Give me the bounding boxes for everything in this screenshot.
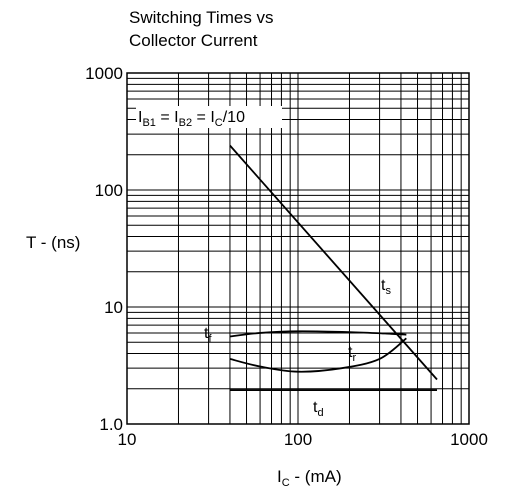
- data-curves: [229, 144, 438, 391]
- x-tick-label: 10: [118, 430, 137, 449]
- series-tf-line: [229, 330, 407, 338]
- y-tick-label: 1000: [85, 64, 123, 83]
- plot-frame: [126, 72, 470, 425]
- bias-condition-annotation: IB1 = IB2 = IC/10: [138, 109, 245, 129]
- y-tick-label: 100: [95, 181, 123, 200]
- annotation-background: [136, 106, 282, 128]
- x-tick-label: 100: [284, 430, 312, 449]
- series-label-tf: tf: [204, 325, 212, 345]
- curve-labels: IC - (mA) IB1 = IB2 = IC/10 ts tf tr td: [136, 106, 391, 489]
- series-tr-line: [229, 337, 407, 373]
- series-ts-line: [229, 144, 438, 381]
- series-label-tr: tr: [348, 344, 356, 364]
- y-tick-label: 1.0: [99, 415, 123, 434]
- series-label-ts: ts: [381, 277, 391, 297]
- chart-title-line-1: Switching Times vs: [129, 8, 274, 27]
- chart-title-line-2: Collector Current: [129, 31, 258, 50]
- y-axis-label: T - (ns): [26, 233, 81, 252]
- y-tick-label: 10: [104, 298, 123, 317]
- x-tick-label: 1000: [450, 430, 488, 449]
- x-axis-label: IC - (mA): [277, 467, 342, 489]
- series-label-td: td: [313, 399, 324, 419]
